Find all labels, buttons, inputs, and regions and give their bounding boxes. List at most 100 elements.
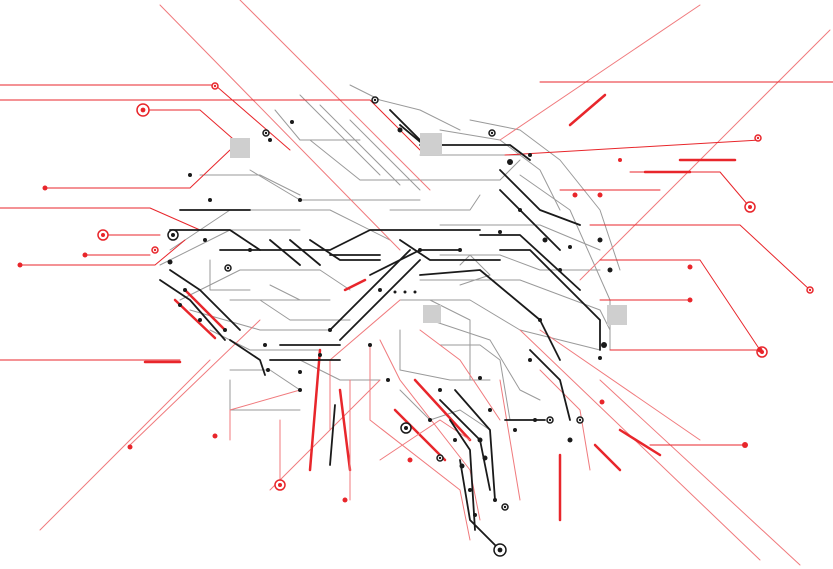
red-dot-terminal [407, 457, 413, 463]
black-trace [219, 229, 481, 251]
black-dot-terminal [298, 370, 302, 374]
chip-pad [230, 138, 250, 158]
gray-trace [399, 299, 601, 351]
black-ring-terminal-core [373, 98, 377, 102]
black-dot-terminal [607, 267, 613, 273]
black-dot-terminal [597, 237, 603, 243]
red-branch-trace [379, 339, 481, 521]
red-dot-terminal [42, 185, 48, 191]
black-dot-terminal [318, 353, 322, 357]
gray-trace [259, 284, 301, 301]
red-diagonal-trace [159, 4, 401, 251]
black-trace [329, 404, 336, 466]
red-dot-terminal [597, 192, 603, 198]
black-dot-terminal [558, 268, 562, 272]
gray-trace [439, 344, 511, 421]
red-diagonal-trace [39, 359, 211, 531]
red-ring-terminal-core [101, 233, 105, 237]
black-trace [309, 239, 381, 261]
black-ring-terminal-core [503, 505, 507, 509]
gray-trace [439, 129, 561, 211]
black-trace [459, 459, 501, 551]
red-lead [144, 109, 241, 146]
gray-trace [349, 84, 461, 131]
black-trace [529, 349, 571, 421]
gray-trace [249, 169, 421, 201]
black-trace [499, 249, 601, 351]
black-dot-terminal [598, 356, 602, 360]
black-trace [159, 279, 226, 341]
black-dot-terminal [298, 198, 302, 202]
red-accent-trace [338, 388, 352, 472]
gray-trace [399, 329, 491, 381]
red-accent-trace [343, 278, 367, 292]
black-dot-terminal [208, 198, 212, 202]
red-lead [589, 224, 811, 291]
black-trace [499, 169, 581, 226]
black-dot-terminal [290, 120, 294, 124]
gray-trace [439, 254, 601, 271]
black-dot-terminal [223, 328, 227, 332]
chip-pads [230, 133, 627, 325]
black-dot-terminal [528, 153, 532, 157]
red-dot-terminal [127, 444, 133, 450]
black-dot-terminal [183, 288, 187, 292]
black-trace [169, 229, 261, 251]
red-accent-trace [618, 428, 662, 457]
black-dot-terminal [386, 378, 390, 382]
gray-trace [309, 139, 421, 181]
black-ring-terminal-core [548, 418, 552, 422]
red-ring-terminal-core [153, 248, 157, 252]
gray-trace [349, 119, 421, 191]
black-dot-terminal [482, 455, 488, 461]
black-dot-terminal [178, 303, 182, 307]
red-ring-terminal-core [278, 483, 282, 487]
red-branch-trace [379, 419, 471, 461]
red-branch-trace [229, 389, 301, 441]
gray-trace [209, 329, 321, 351]
black-dot-terminal [393, 290, 397, 294]
red-lead [599, 259, 761, 351]
black-trace [229, 339, 266, 376]
gray-trace [399, 159, 521, 181]
red-lead [19, 239, 186, 266]
red-ring-terminal-core [756, 136, 760, 140]
red-dot-terminal [742, 442, 748, 448]
red-accent-trace [568, 93, 607, 127]
black-trace [399, 239, 501, 261]
red-diagonal-trace [579, 29, 831, 281]
black-dot-terminal [203, 238, 207, 242]
black-dot-terminal [167, 259, 173, 265]
black-trace [419, 269, 561, 361]
black-dot-terminal [538, 318, 542, 322]
black-ring-terminal-core [438, 456, 442, 460]
gray-trace [429, 299, 471, 381]
black-dot-terminal [368, 343, 372, 347]
black-dot-terminal [528, 358, 532, 362]
chip-pad [423, 305, 441, 323]
red-dot-terminal [572, 192, 578, 198]
red-accent-trace [393, 408, 447, 462]
black-ring-terminal-core [264, 131, 268, 135]
red-branch-trace [369, 344, 471, 541]
black-dot-terminal [403, 290, 407, 294]
black-dot-terminal [568, 245, 572, 249]
red-accent-trace [183, 288, 227, 332]
black-dot-terminal [513, 428, 517, 432]
black-dot-terminal [518, 208, 522, 212]
black-dot-terminal [601, 342, 607, 348]
gray-trace [419, 279, 611, 331]
black-trace [269, 239, 301, 266]
black-trace [449, 419, 476, 531]
gray-trace [439, 224, 601, 251]
red-diagonal-trace [239, 0, 431, 191]
red-diagonal-trace [499, 4, 701, 141]
black-trace [369, 249, 461, 276]
black-trace [419, 144, 531, 161]
black-dot-terminal [378, 288, 382, 292]
black-dot-terminal [507, 159, 513, 165]
black-dot-terminal [498, 230, 502, 234]
red-branch-trace [419, 329, 501, 421]
black-trace [454, 389, 496, 501]
